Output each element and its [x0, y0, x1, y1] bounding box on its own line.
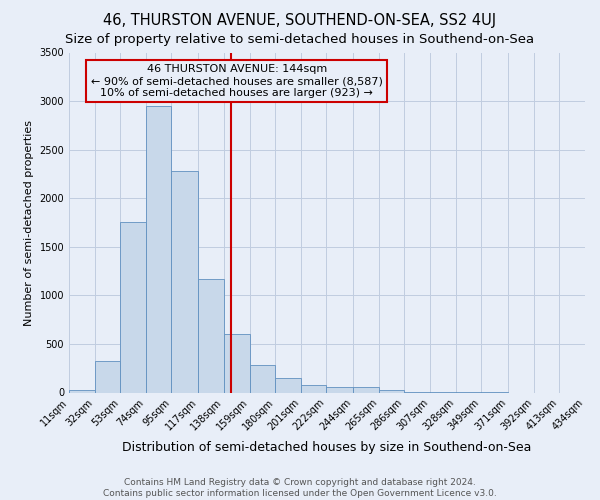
Bar — [224, 334, 250, 392]
Text: 46, THURSTON AVENUE, SOUTHEND-ON-SEA, SS2 4UJ: 46, THURSTON AVENUE, SOUTHEND-ON-SEA, SS… — [103, 12, 497, 28]
Text: Size of property relative to semi-detached houses in Southend-on-Sea: Size of property relative to semi-detach… — [65, 32, 535, 46]
Y-axis label: Number of semi-detached properties: Number of semi-detached properties — [24, 120, 34, 326]
Bar — [301, 384, 326, 392]
Bar — [69, 390, 95, 392]
Bar — [353, 387, 379, 392]
X-axis label: Distribution of semi-detached houses by size in Southend-on-Sea: Distribution of semi-detached houses by … — [122, 440, 532, 454]
Bar — [95, 362, 120, 392]
Bar — [275, 378, 301, 392]
Bar — [379, 390, 404, 392]
Text: Contains HM Land Registry data © Crown copyright and database right 2024.
Contai: Contains HM Land Registry data © Crown c… — [103, 478, 497, 498]
Bar — [250, 366, 275, 392]
Bar — [172, 171, 199, 392]
Bar — [326, 387, 353, 392]
Bar — [146, 106, 172, 393]
Text: 46 THURSTON AVENUE: 144sqm
← 90% of semi-detached houses are smaller (8,587)
10%: 46 THURSTON AVENUE: 144sqm ← 90% of semi… — [91, 64, 383, 98]
Bar — [120, 222, 146, 392]
Bar — [199, 279, 224, 392]
